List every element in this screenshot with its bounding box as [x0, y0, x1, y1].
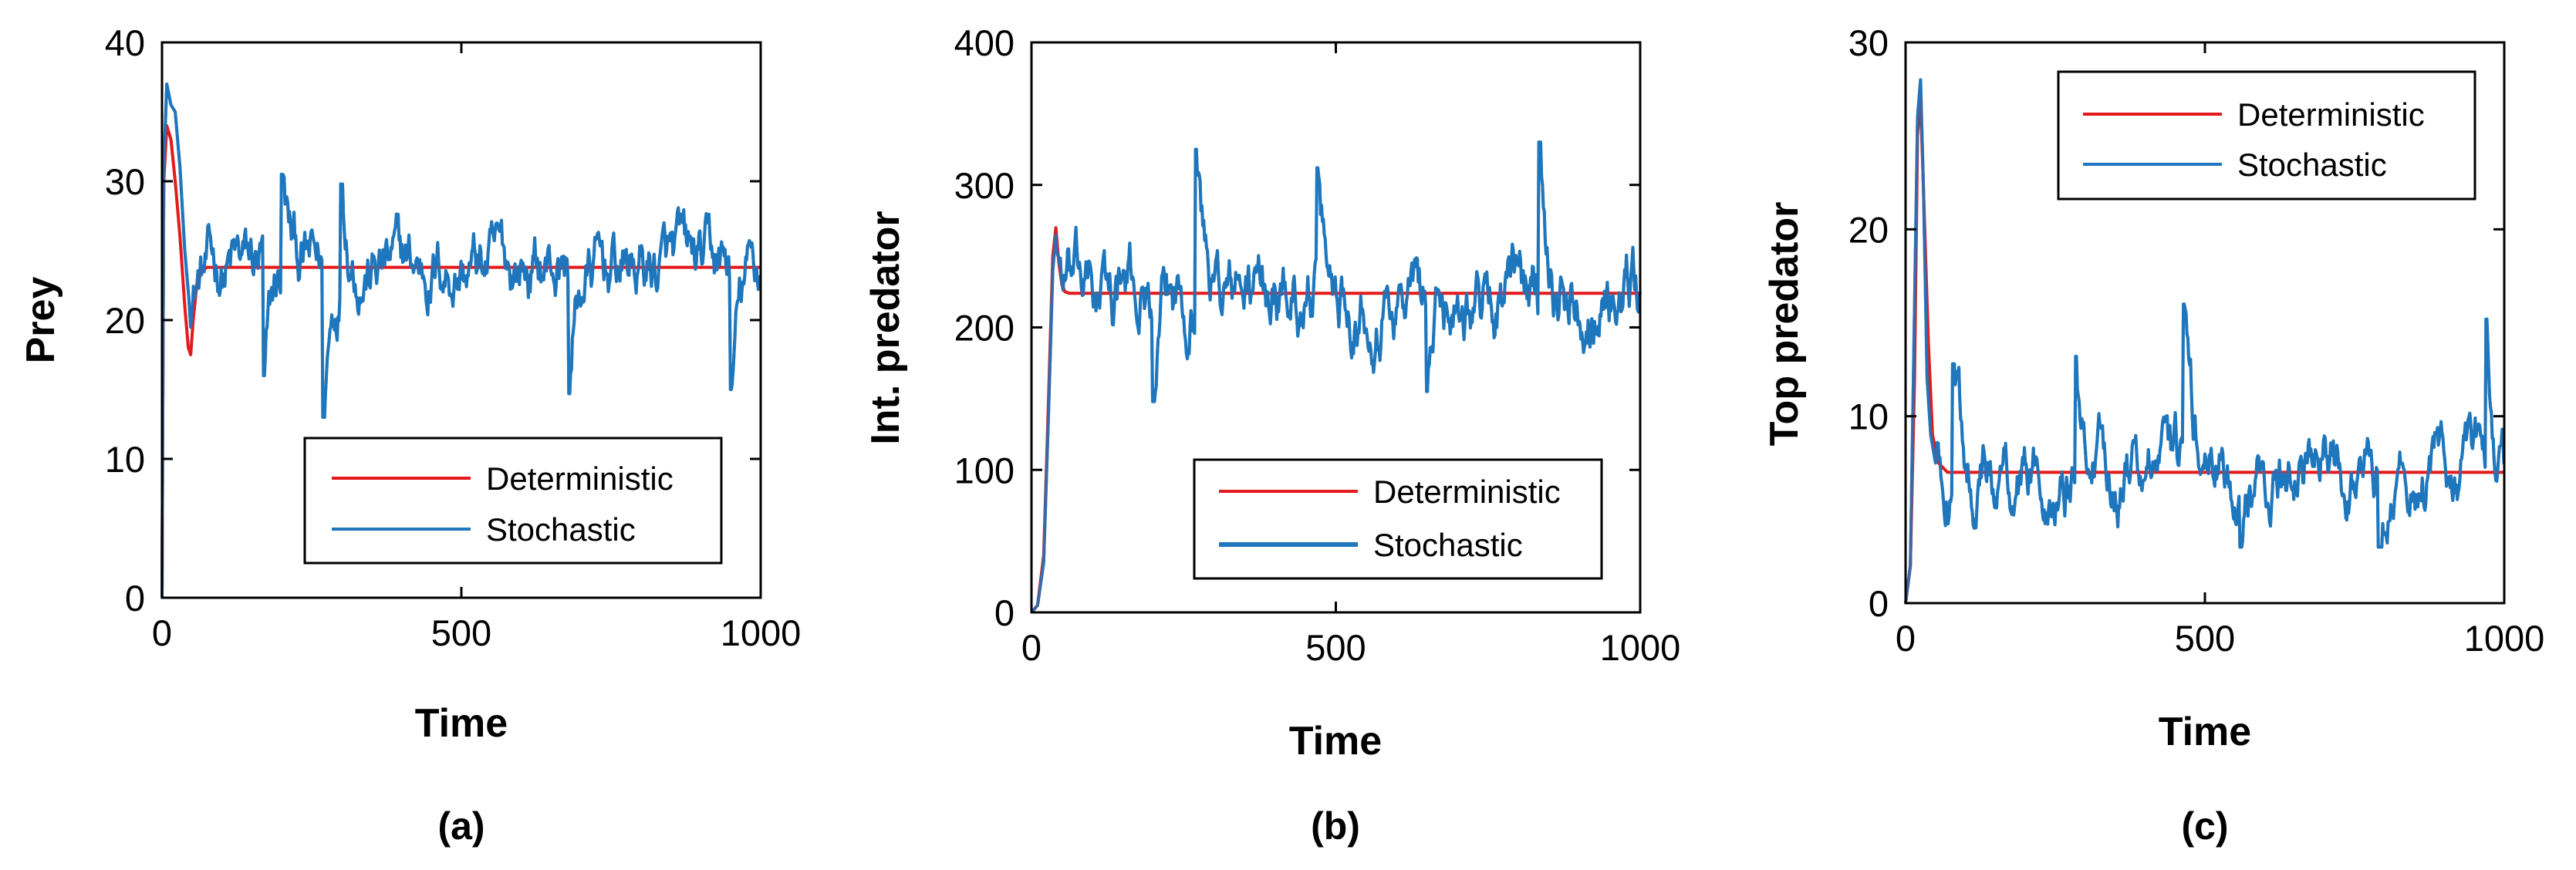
- y-tick-label: 0: [994, 592, 1015, 633]
- panel-label-c: (c): [2181, 804, 2228, 848]
- legend-label-stochastic-c: Stochastic: [2237, 147, 2387, 183]
- ylabel-b: Int. predator: [863, 211, 908, 444]
- legend-label-deterministic-c: Deterministic: [2237, 96, 2425, 133]
- panel-a: 0 500 1000 0 10 20 30 40 Prey Time (a) Determin…: [19, 22, 801, 848]
- series-line-stochastic-overlay: [160, 83, 762, 599]
- x-tick-label: 1000: [1600, 627, 1681, 668]
- ticks-group-a: 0 500 1000 0 10 20 30 40: [105, 22, 802, 653]
- y-tick-label: 30: [105, 161, 145, 202]
- series-group-a: [160, 83, 762, 599]
- ylabel-a: Prey: [19, 277, 63, 364]
- series-group-b: [1030, 140, 1642, 614]
- y-tick-label: 400: [954, 22, 1015, 63]
- y-tick-label: 100: [954, 450, 1015, 491]
- y-tick-label: 300: [954, 165, 1015, 206]
- legend-c: Deterministic Stochastic: [2057, 70, 2476, 201]
- y-tick-label: 0: [1869, 583, 1889, 624]
- series-group-c: [1904, 78, 2506, 604]
- legend-b: Deterministic Stochastic: [1193, 458, 1603, 580]
- series-line-stochastic-overlay: [1030, 140, 1642, 614]
- y-tick-label: 20: [105, 300, 145, 341]
- x-tick-label: 0: [1896, 618, 1916, 659]
- legend-label-deterministic-a: Deterministic: [486, 460, 674, 497]
- y-tick-label: 40: [105, 22, 145, 63]
- legend-box-a: [303, 437, 723, 565]
- ticks-group-b: 0 500 1000 0 100 200 300 400: [954, 22, 1681, 668]
- x-tick-label: 500: [431, 612, 491, 653]
- panel-b: 0 500 1000 0 100 200 300 400 Int. predator Time…: [863, 22, 1680, 848]
- ylabel-c: Top predator: [1762, 202, 1807, 447]
- y-tick-label: 0: [125, 578, 145, 619]
- panel-label-a: (a): [437, 804, 484, 848]
- legend-box-b: [1193, 458, 1603, 580]
- legend-label-stochastic-a: Stochastic: [486, 511, 636, 548]
- legend-label-stochastic-b: Stochastic: [1373, 527, 1523, 563]
- ticks-group-c: 0 500 1000 0 10 20 30: [1848, 22, 2545, 659]
- y-tick-label: 10: [1848, 396, 1889, 437]
- legend-box-c: [2057, 70, 2476, 201]
- x-tick-label: 0: [1021, 627, 1042, 668]
- xlabel-a: Time: [415, 701, 508, 746]
- y-tick-label: 20: [1848, 209, 1889, 250]
- x-tick-label: 1000: [721, 612, 802, 653]
- xlabel-c: Time: [2159, 710, 2251, 754]
- y-tick-label: 200: [954, 308, 1015, 349]
- x-tick-label: 0: [152, 612, 172, 653]
- legend-label-deterministic-b: Deterministic: [1373, 474, 1561, 510]
- legend-a: Deterministic Stochastic: [303, 437, 723, 565]
- y-tick-label: 30: [1848, 22, 1889, 63]
- panel-label-b: (b): [1311, 804, 1360, 848]
- x-tick-label: 500: [2175, 618, 2235, 659]
- xlabel-b: Time: [1289, 719, 1382, 764]
- panel-c: 0 500 1000 0 10 20 30 Top predator Time (c) De…: [1762, 22, 2544, 848]
- y-tick-label: 10: [105, 439, 145, 480]
- x-tick-label: 1000: [2464, 618, 2545, 659]
- series-line-stochastic-overlay: [1904, 78, 2506, 604]
- x-tick-label: 500: [1305, 627, 1366, 668]
